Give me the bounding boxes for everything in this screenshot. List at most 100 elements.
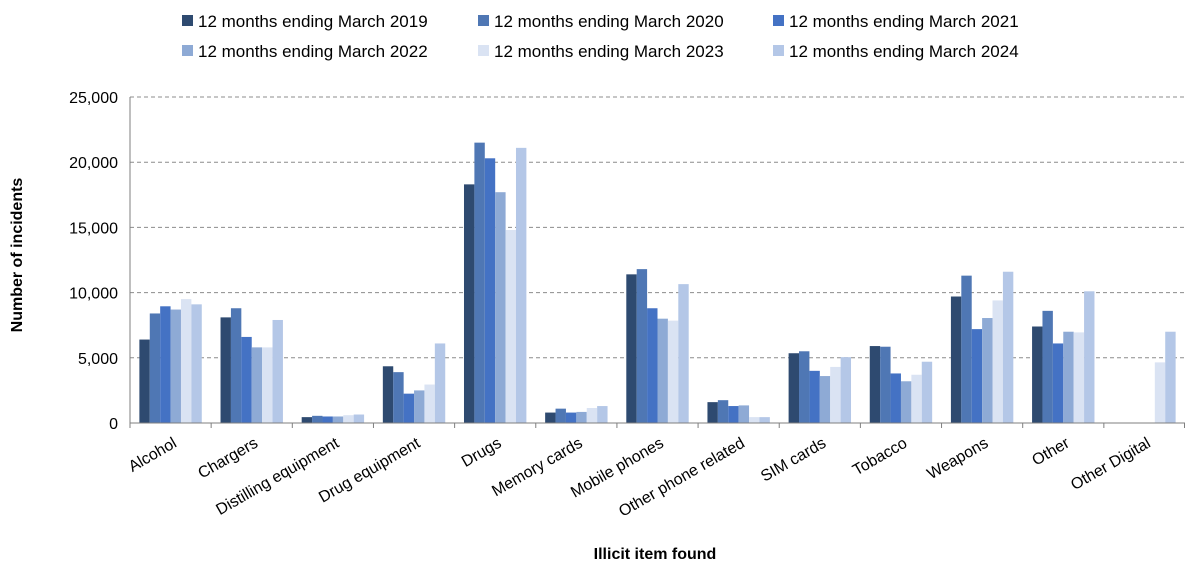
x-tick-label: Other Digital (1068, 435, 1154, 494)
bars (139, 142, 1176, 423)
bar (241, 336, 252, 423)
bar (272, 319, 283, 423)
y-tick-labels: 0 5,000 10,000 15,000 20,000 25,000 (69, 90, 118, 433)
bar (1032, 326, 1043, 423)
bar (1165, 331, 1176, 423)
legend-swatch (773, 45, 784, 56)
bar (495, 192, 506, 423)
axes (129, 97, 1185, 428)
y-tick-label: 20,000 (69, 155, 118, 172)
bar (1052, 343, 1064, 423)
bar (728, 406, 739, 423)
legend-label: 12 months ending March 2021 (789, 12, 1019, 31)
bar (749, 417, 760, 423)
bar (717, 400, 729, 423)
bar (626, 274, 637, 423)
x-tick-label: Alcohol (126, 435, 180, 476)
bar (586, 408, 598, 423)
y-tick-label: 25,000 (69, 90, 118, 107)
bar (678, 284, 689, 423)
legend-swatch (182, 45, 193, 56)
bar (1073, 332, 1085, 423)
bar (220, 317, 231, 423)
bar (170, 309, 181, 423)
bar (707, 402, 718, 423)
legend-swatch (773, 15, 784, 26)
bar (191, 304, 202, 423)
bar (393, 372, 404, 423)
bar (799, 351, 810, 423)
bar (961, 275, 972, 423)
legend-label: 12 months ending March 2020 (494, 12, 724, 31)
bar (515, 147, 527, 423)
bar (971, 329, 983, 423)
legend-label: 12 months ending March 2019 (198, 12, 428, 31)
bar (332, 416, 344, 423)
bar (1063, 331, 1074, 423)
bar (830, 366, 841, 423)
bar (149, 313, 161, 423)
bar (869, 346, 881, 423)
legend-label: 12 months ending March 2022 (198, 42, 428, 61)
bar (414, 390, 425, 423)
bar (840, 357, 852, 423)
legend: 12 months ending March 2019 12 months end… (182, 12, 1019, 61)
x-tick-label: Other (1029, 434, 1073, 469)
bar (463, 184, 475, 423)
bar (636, 269, 648, 423)
bar (251, 347, 263, 423)
bar (809, 370, 820, 423)
y-tick-label: 0 (109, 416, 118, 433)
y-tick-label: 5,000 (78, 351, 118, 368)
bar (880, 346, 891, 423)
bar (657, 318, 668, 423)
bar (434, 343, 446, 423)
bar (565, 412, 577, 423)
bar (322, 416, 333, 423)
x-tick-label: Chargers (195, 435, 260, 483)
bar (160, 306, 171, 423)
bar (505, 230, 516, 423)
bar (545, 412, 556, 423)
legend-swatch (478, 15, 489, 26)
bar (788, 353, 800, 423)
bar (262, 347, 273, 423)
y-tick-label: 10,000 (69, 286, 118, 303)
y-axis-title: Number of incidents (9, 178, 26, 333)
bar (576, 411, 587, 423)
bar (474, 142, 485, 423)
legend-label: 12 months ending March 2024 (789, 42, 1019, 61)
x-tick-label: Weapons (925, 435, 992, 483)
bar (139, 339, 150, 423)
y-tick-label: 15,000 (69, 220, 118, 237)
bar (667, 320, 679, 423)
bar (819, 376, 831, 423)
x-tick-label: SIM cards (758, 435, 829, 486)
x-axis-title: Illicit item found (594, 546, 717, 563)
x-tick-label: Drugs (459, 435, 504, 471)
bar (343, 415, 354, 423)
bar (301, 417, 313, 423)
bar (900, 381, 912, 423)
bar (992, 300, 1003, 423)
bar (180, 299, 192, 423)
bar (484, 158, 496, 423)
bar (424, 384, 435, 423)
bar (555, 408, 566, 423)
bar (403, 393, 415, 423)
bar (312, 415, 323, 423)
bar (911, 374, 922, 423)
bar (890, 373, 901, 423)
legend-swatch (182, 15, 193, 26)
bar (1154, 362, 1166, 423)
bar (1084, 291, 1095, 423)
bar (382, 366, 394, 423)
bar (950, 296, 962, 423)
bar (1042, 310, 1053, 423)
bar (759, 417, 770, 423)
bar (353, 414, 365, 423)
bar (1002, 271, 1014, 423)
